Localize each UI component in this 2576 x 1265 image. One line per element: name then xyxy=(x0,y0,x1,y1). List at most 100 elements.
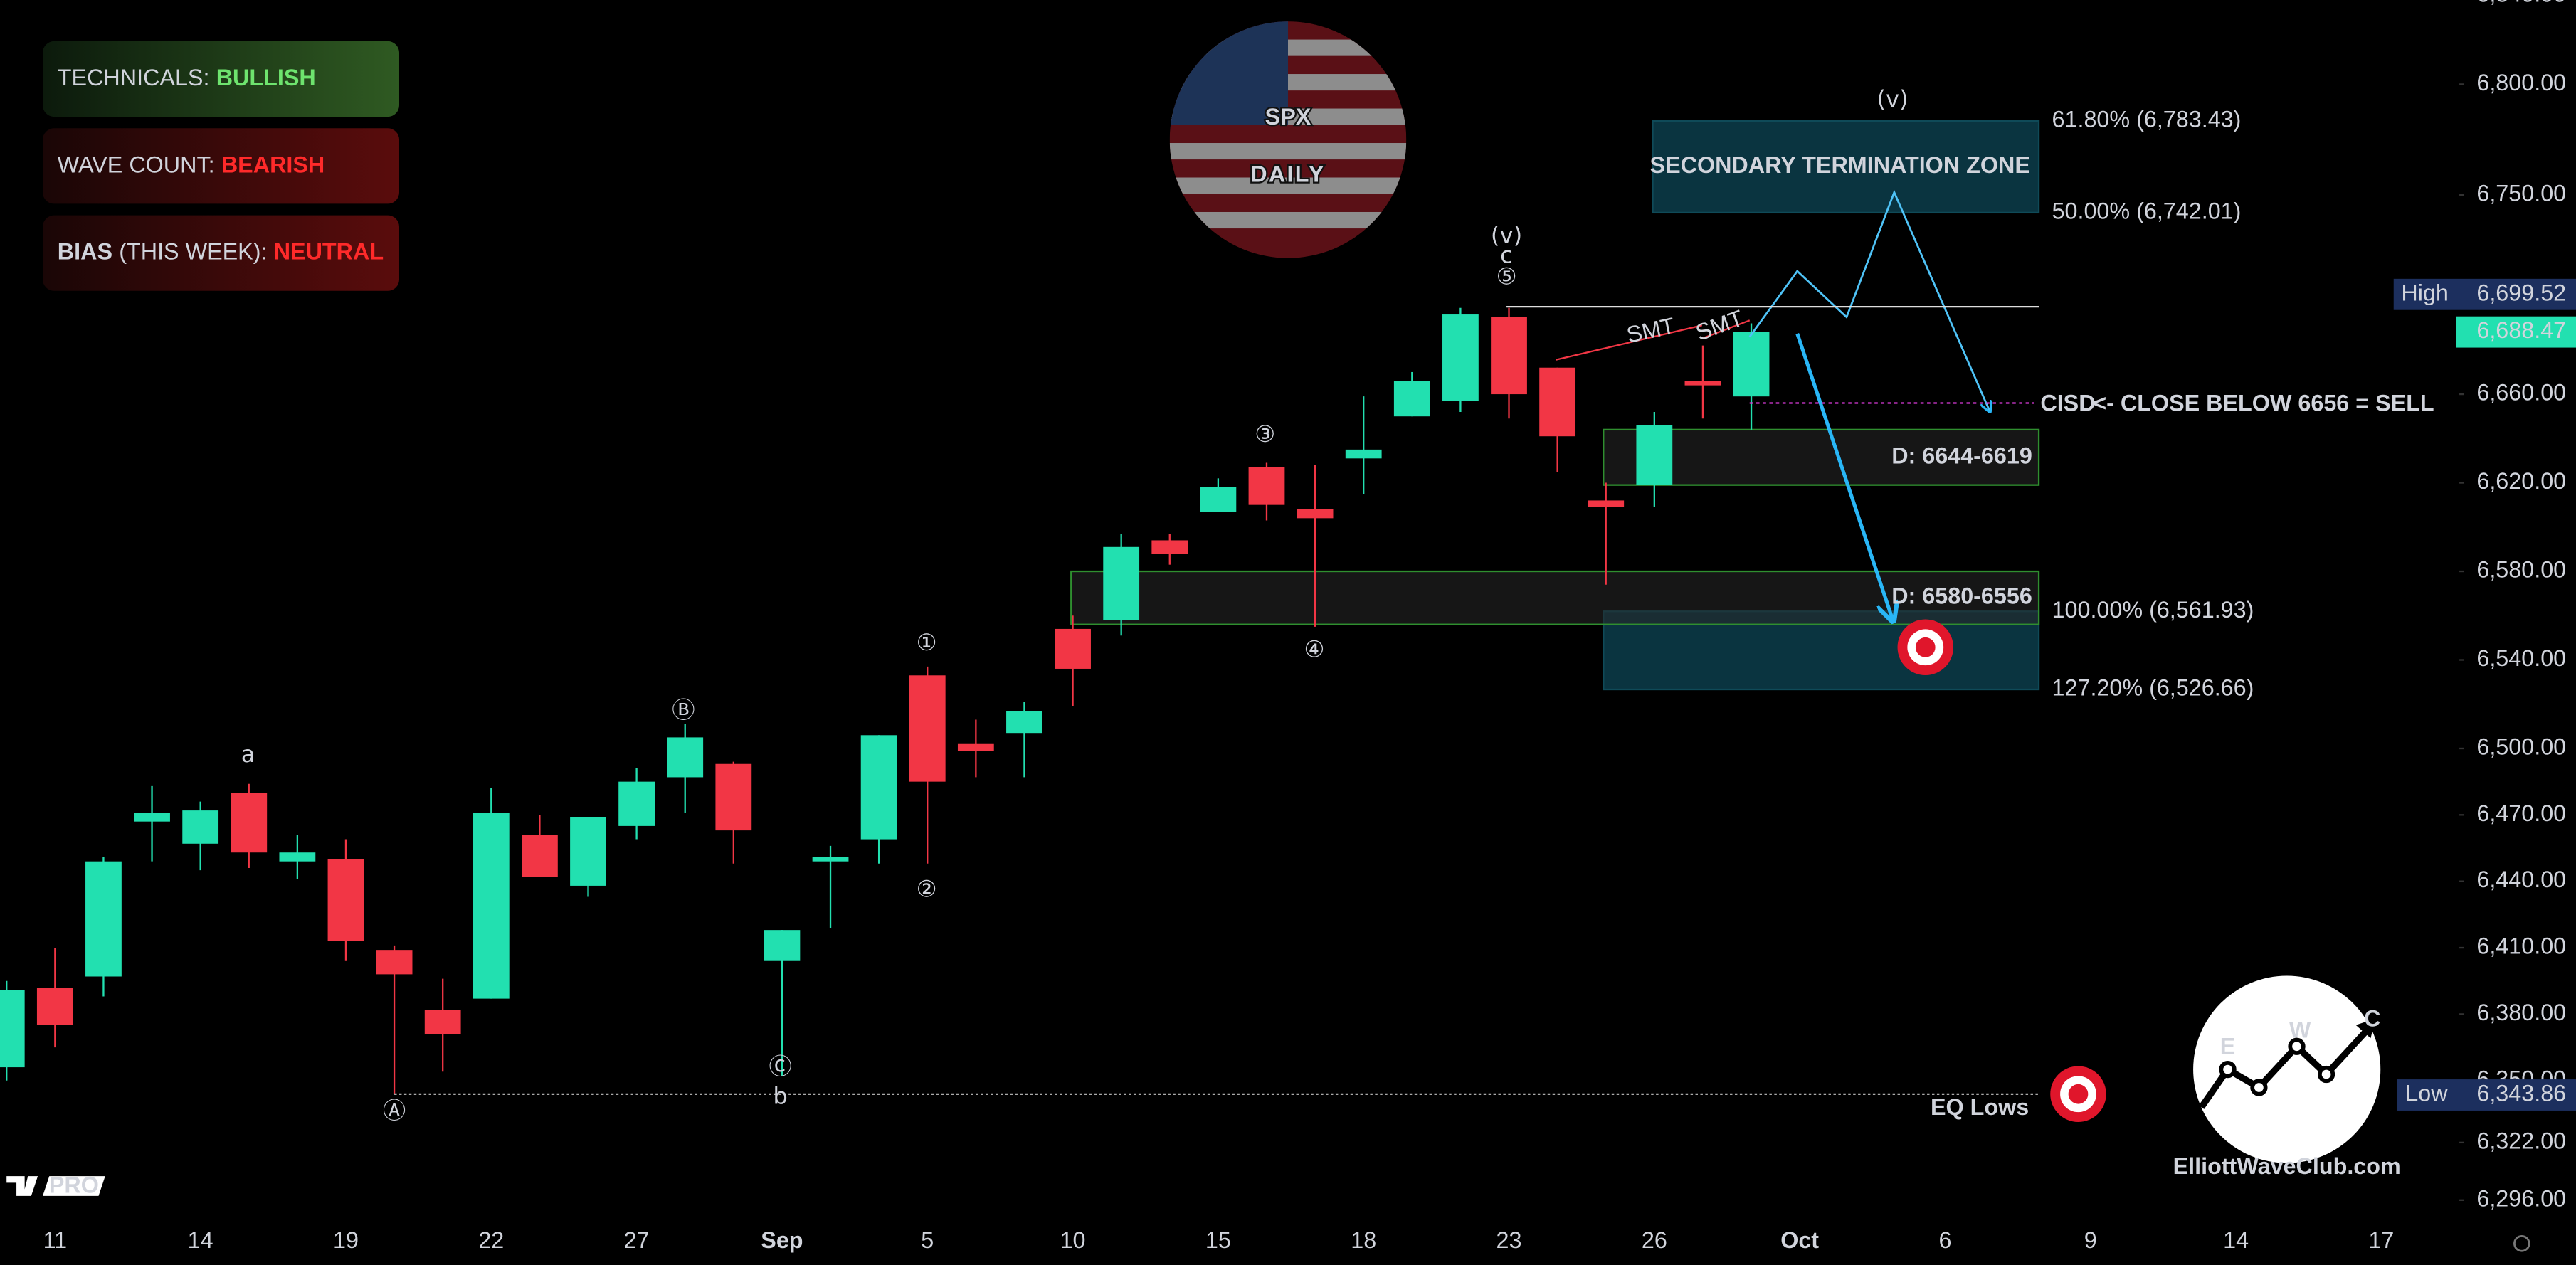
y-tick-label: 6,380.00 xyxy=(2476,1000,2566,1025)
panel-box xyxy=(43,128,400,204)
candle-body xyxy=(36,988,73,1025)
low-tag xyxy=(2397,1079,2456,1111)
candle-body xyxy=(1151,540,1188,554)
x-tick-label: 18 xyxy=(1351,1227,1376,1253)
fib-label: 61.80% (6,783.43) xyxy=(2052,107,2242,132)
wave-label: ② xyxy=(917,875,937,902)
low-value: 6,343.86 xyxy=(2476,1081,2566,1106)
brand-dot xyxy=(2288,1037,2306,1055)
candle-body xyxy=(909,675,946,782)
candle-body xyxy=(1442,314,1479,401)
brand-letter: E xyxy=(2220,1034,2236,1059)
candle-body xyxy=(1636,425,1673,485)
candle-body xyxy=(1055,628,1091,669)
x-tick-label: 17 xyxy=(2368,1227,2394,1253)
flag-logo xyxy=(1169,21,1407,258)
y-tick-label: 6,322.00 xyxy=(2476,1128,2566,1153)
wave-label: (v) xyxy=(1876,85,1908,112)
candle-body xyxy=(1733,332,1770,397)
smt-line xyxy=(1556,324,1703,361)
x-tick-label: 10 xyxy=(1060,1227,1086,1253)
target-icon xyxy=(2050,1066,2106,1122)
y-tick-label: 6,410.00 xyxy=(2476,933,2566,959)
candle-body xyxy=(618,781,655,826)
y-tick-label: 6,800.00 xyxy=(2476,70,2566,95)
candle-body xyxy=(424,1010,461,1034)
brand-letter: W xyxy=(2289,1017,2311,1043)
y-tick-label: 6,296.00 xyxy=(2476,1185,2566,1211)
brand-dot xyxy=(2250,1079,2268,1096)
candle-body xyxy=(1248,467,1285,505)
platform-label: PRO xyxy=(49,1173,99,1198)
y-tick-label: 6,500.00 xyxy=(2476,734,2566,760)
candle-body xyxy=(1539,367,1576,437)
zone-label: D: 6644-6619 xyxy=(1891,443,2032,468)
candle-body xyxy=(570,817,606,886)
wave-label: ③ xyxy=(1255,420,1275,448)
settings-icon xyxy=(2513,1235,2530,1252)
wave-label: Ⓒ xyxy=(769,1053,791,1080)
panel-value: NEUTRAL xyxy=(274,238,384,264)
x-tick-label: Sep xyxy=(761,1227,803,1253)
last-price-tag xyxy=(2456,316,2576,348)
x-tick-label: 15 xyxy=(1205,1227,1231,1253)
y-tick-label: 6,750.00 xyxy=(2476,181,2566,206)
candle-body xyxy=(1200,487,1237,512)
projection-path xyxy=(1748,189,1990,411)
label-layer: 6,296.006,322.006,350.006,380.006,410.00… xyxy=(43,0,2576,1253)
candle-body xyxy=(812,857,849,862)
brand-arrow xyxy=(2355,1018,2376,1039)
logo-subtitle: DAILY xyxy=(1250,162,1326,187)
wave-label: a xyxy=(241,741,255,768)
x-tick-label: 14 xyxy=(2223,1227,2249,1253)
projection-arrow xyxy=(1795,333,1893,620)
y-tick-label: 6,440.00 xyxy=(2476,867,2566,892)
candle-body xyxy=(134,813,170,822)
panel-name: TECHNICALS: xyxy=(58,65,210,90)
candle-body xyxy=(667,737,704,778)
panel-box xyxy=(43,215,400,291)
zone-label: D: 6580-6556 xyxy=(1891,583,2032,608)
zone-layer xyxy=(1070,120,2040,691)
x-tick-label: 23 xyxy=(1496,1227,1522,1253)
panel-value: BEARISH xyxy=(221,152,324,177)
fib-label: 50.00% (6,742.01) xyxy=(2052,198,2242,223)
y-tick-label: 6,660.00 xyxy=(2476,380,2566,406)
termination-zone xyxy=(1652,120,2040,214)
candle-body xyxy=(957,743,994,751)
candle-body xyxy=(1345,449,1382,459)
candle-body xyxy=(1588,500,1625,507)
high-value-tag xyxy=(2456,278,2576,310)
x-tick-label: 22 xyxy=(478,1227,504,1253)
wave-label: ④ xyxy=(1304,635,1324,662)
y-tick-label: 6,620.00 xyxy=(2476,468,2566,494)
candle-body xyxy=(1393,381,1430,417)
y-tick-label: 6,580.00 xyxy=(2476,557,2566,583)
x-tick-label: 14 xyxy=(188,1227,213,1253)
fib-label: 100.00% (6,561.93) xyxy=(2052,597,2254,623)
brand-letter: C xyxy=(2364,1005,2380,1031)
wave-label: ① xyxy=(917,629,937,656)
brand-dot xyxy=(2219,1060,2237,1079)
candle-body xyxy=(1103,546,1140,620)
brand-dot xyxy=(2317,1065,2335,1084)
panel-detail: (THIS WEEK): xyxy=(119,238,267,264)
wave-label: (v) xyxy=(1491,222,1522,249)
x-tick-label: 27 xyxy=(624,1227,650,1253)
wave-label: Ⓐ xyxy=(383,1097,406,1124)
candle-body xyxy=(1684,381,1721,386)
candle-layer xyxy=(0,307,1770,1094)
candle-body xyxy=(182,810,219,844)
panel-row: BIAS (THIS WEEK): NEUTRAL xyxy=(58,238,384,264)
candle-body xyxy=(0,990,25,1068)
cisd-label: <- CLOSE BELOW 6656 = SELL xyxy=(2093,390,2434,416)
panel-name: WAVE COUNT: xyxy=(58,152,215,177)
wave-label: c xyxy=(1500,241,1513,268)
panel-row: WAVE COUNT: BEARISH xyxy=(58,152,324,177)
panel-box xyxy=(43,41,400,117)
cisd-name: CISD xyxy=(2040,390,2095,416)
candle-body xyxy=(279,852,316,862)
last-price: 6,688.47 xyxy=(2476,317,2566,343)
